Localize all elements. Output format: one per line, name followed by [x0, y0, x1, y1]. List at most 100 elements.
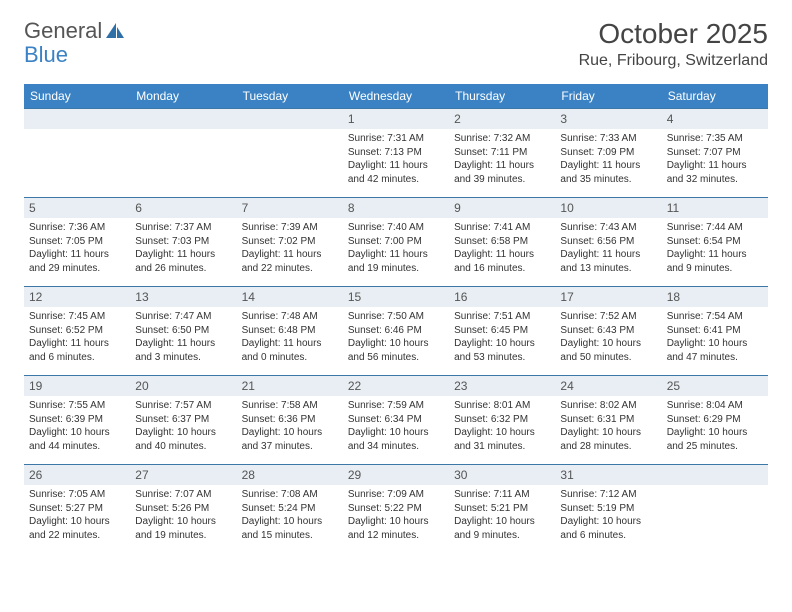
day-daylight2: and 9 minutes. [454, 529, 550, 543]
day-sunrise: Sunrise: 7:36 AM [29, 221, 125, 235]
day-sunrise: Sunrise: 7:31 AM [348, 132, 444, 146]
day-number: 8 [343, 198, 449, 218]
day-number: 25 [662, 376, 768, 396]
day-daylight1: Daylight: 11 hours [454, 159, 550, 173]
day-number [24, 109, 130, 129]
day-sunrise: Sunrise: 7:08 AM [242, 488, 338, 502]
day-sunset: Sunset: 5:27 PM [29, 502, 125, 516]
week-row: 12Sunrise: 7:45 AMSunset: 6:52 PMDayligh… [24, 286, 768, 375]
logo-text-blue: Blue [24, 42, 68, 68]
day-cell: 25Sunrise: 8:04 AMSunset: 6:29 PMDayligh… [662, 376, 768, 464]
day-cell: 4Sunrise: 7:35 AMSunset: 7:07 PMDaylight… [662, 109, 768, 197]
day-sunset: Sunset: 6:32 PM [454, 413, 550, 427]
day-daylight2: and 13 minutes. [560, 262, 656, 276]
day-daylight1: Daylight: 11 hours [560, 248, 656, 262]
day-number: 16 [449, 287, 555, 307]
day-number: 11 [662, 198, 768, 218]
title-block: October 2025 Rue, Fribourg, Switzerland [579, 18, 768, 70]
day-number: 17 [555, 287, 661, 307]
day-daylight1: Daylight: 11 hours [560, 159, 656, 173]
day-sunrise: Sunrise: 7:07 AM [135, 488, 231, 502]
day-daylight2: and 3 minutes. [135, 351, 231, 365]
day-sunrise: Sunrise: 7:45 AM [29, 310, 125, 324]
day-sunset: Sunset: 7:13 PM [348, 146, 444, 160]
day-sunset: Sunset: 5:21 PM [454, 502, 550, 516]
day-cell: 13Sunrise: 7:47 AMSunset: 6:50 PMDayligh… [130, 287, 236, 375]
day-daylight2: and 37 minutes. [242, 440, 338, 454]
day-sunset: Sunset: 7:03 PM [135, 235, 231, 249]
day-daylight1: Daylight: 10 hours [135, 426, 231, 440]
day-cell: 29Sunrise: 7:09 AMSunset: 5:22 PMDayligh… [343, 465, 449, 553]
day-cell: 17Sunrise: 7:52 AMSunset: 6:43 PMDayligh… [555, 287, 661, 375]
week-row: 1Sunrise: 7:31 AMSunset: 7:13 PMDaylight… [24, 108, 768, 197]
day-sunrise: Sunrise: 7:43 AM [560, 221, 656, 235]
day-daylight1: Daylight: 10 hours [348, 337, 444, 351]
day-daylight2: and 39 minutes. [454, 173, 550, 187]
day-sunrise: Sunrise: 7:48 AM [242, 310, 338, 324]
day-sunset: Sunset: 7:09 PM [560, 146, 656, 160]
day-daylight1: Daylight: 10 hours [135, 515, 231, 529]
day-sunset: Sunset: 6:56 PM [560, 235, 656, 249]
day-cell: 1Sunrise: 7:31 AMSunset: 7:13 PMDaylight… [343, 109, 449, 197]
day-cell: 24Sunrise: 8:02 AMSunset: 6:31 PMDayligh… [555, 376, 661, 464]
day-sunrise: Sunrise: 7:51 AM [454, 310, 550, 324]
day-cell: 6Sunrise: 7:37 AMSunset: 7:03 PMDaylight… [130, 198, 236, 286]
day-number: 20 [130, 376, 236, 396]
day-daylight1: Daylight: 10 hours [242, 426, 338, 440]
day-daylight2: and 32 minutes. [667, 173, 763, 187]
day-sunset: Sunset: 7:02 PM [242, 235, 338, 249]
day-sunset: Sunset: 6:43 PM [560, 324, 656, 338]
day-daylight2: and 42 minutes. [348, 173, 444, 187]
day-cell: 9Sunrise: 7:41 AMSunset: 6:58 PMDaylight… [449, 198, 555, 286]
day-daylight1: Daylight: 11 hours [242, 337, 338, 351]
day-sunrise: Sunrise: 7:44 AM [667, 221, 763, 235]
day-sunset: Sunset: 6:48 PM [242, 324, 338, 338]
day-daylight1: Daylight: 10 hours [454, 426, 550, 440]
day-sunset: Sunset: 5:22 PM [348, 502, 444, 516]
day-sunset: Sunset: 6:34 PM [348, 413, 444, 427]
day-sunset: Sunset: 6:36 PM [242, 413, 338, 427]
day-number: 4 [662, 109, 768, 129]
weekday-header-row: SundayMondayTuesdayWednesdayThursdayFrid… [24, 84, 768, 108]
day-sunrise: Sunrise: 7:39 AM [242, 221, 338, 235]
logo-text-general: General [24, 18, 102, 44]
day-sunrise: Sunrise: 7:35 AM [667, 132, 763, 146]
day-sunset: Sunset: 6:39 PM [29, 413, 125, 427]
day-sunset: Sunset: 6:29 PM [667, 413, 763, 427]
day-cell: 27Sunrise: 7:07 AMSunset: 5:26 PMDayligh… [130, 465, 236, 553]
day-cell: 21Sunrise: 7:58 AMSunset: 6:36 PMDayligh… [237, 376, 343, 464]
calendar: SundayMondayTuesdayWednesdayThursdayFrid… [24, 84, 768, 553]
day-cell: 12 Sunrise: 7:45 AMSunset: 6:52 PMDayligh… [24, 287, 130, 375]
day-sunset: Sunset: 6:37 PM [135, 413, 231, 427]
day-daylight2: and 29 minutes. [29, 262, 125, 276]
day-number: 3 [555, 109, 661, 129]
day-daylight2: and 40 minutes. [135, 440, 231, 454]
day-daylight2: and 34 minutes. [348, 440, 444, 454]
day-number: 26 [24, 465, 130, 485]
day-sunrise: Sunrise: 7:12 AM [560, 488, 656, 502]
day-number: 12 [24, 287, 130, 307]
day-cell: 23Sunrise: 8:01 AMSunset: 6:32 PMDayligh… [449, 376, 555, 464]
day-daylight1: Daylight: 10 hours [667, 426, 763, 440]
day-daylight1: Daylight: 11 hours [29, 337, 125, 351]
day-sunset: Sunset: 6:52 PM [29, 324, 125, 338]
day-daylight2: and 47 minutes. [667, 351, 763, 365]
day-sunrise: Sunrise: 7:11 AM [454, 488, 550, 502]
day-daylight2: and 31 minutes. [454, 440, 550, 454]
day-sunrise: Sunrise: 7:41 AM [454, 221, 550, 235]
weekday-monday: Monday [130, 84, 236, 108]
day-daylight1: Daylight: 11 hours [135, 248, 231, 262]
day-daylight1: Daylight: 10 hours [560, 337, 656, 351]
day-number: 14 [237, 287, 343, 307]
day-daylight1: Daylight: 11 hours [454, 248, 550, 262]
day-daylight1: Daylight: 11 hours [242, 248, 338, 262]
day-number: 24 [555, 376, 661, 396]
day-cell: 30Sunrise: 7:11 AMSunset: 5:21 PMDayligh… [449, 465, 555, 553]
location: Rue, Fribourg, Switzerland [579, 52, 768, 70]
day-daylight2: and 15 minutes. [242, 529, 338, 543]
day-daylight2: and 6 minutes. [560, 529, 656, 543]
day-cell [24, 109, 130, 197]
day-daylight2: and 44 minutes. [29, 440, 125, 454]
day-sunrise: Sunrise: 7:58 AM [242, 399, 338, 413]
day-sunset: Sunset: 6:46 PM [348, 324, 444, 338]
